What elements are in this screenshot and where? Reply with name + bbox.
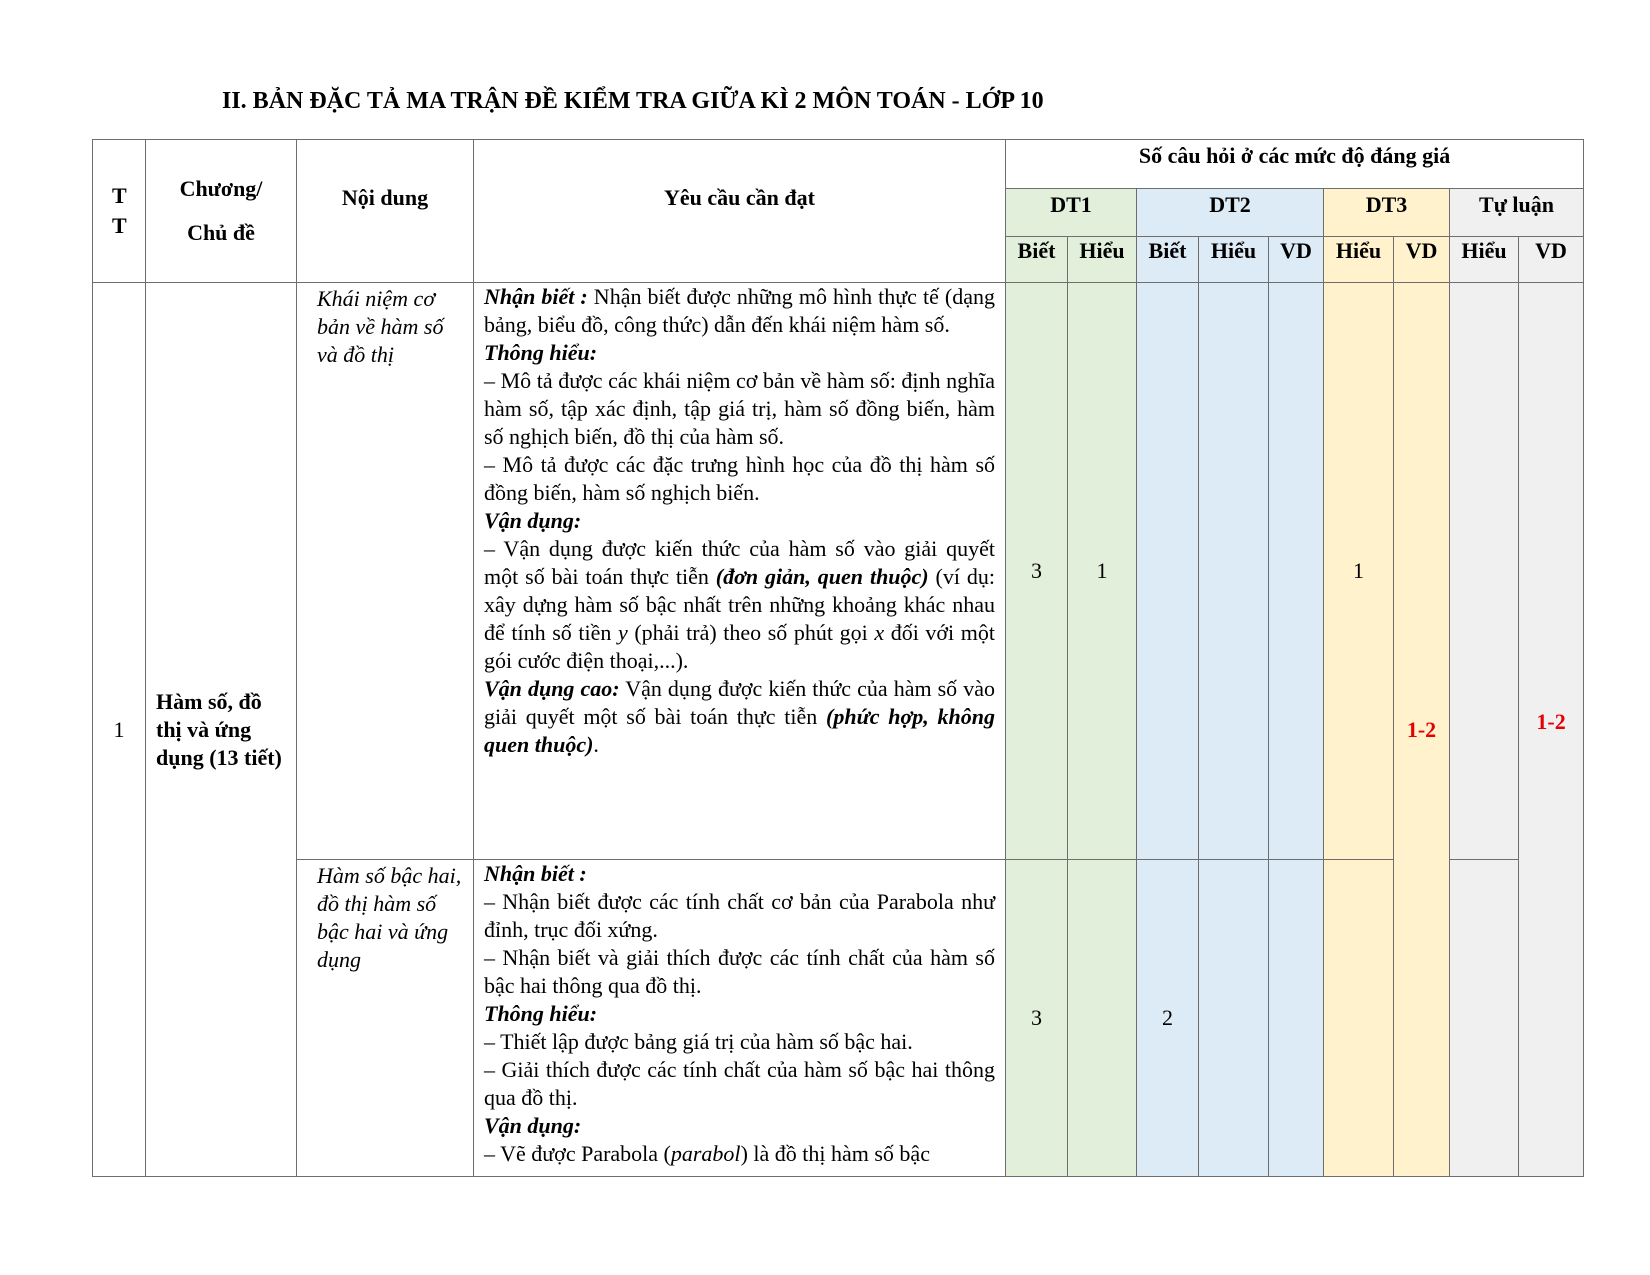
sub-dt3-hieu: Hiểu xyxy=(1323,236,1394,283)
count-dt3-vd: 1-2 xyxy=(1393,282,1450,1177)
requirement-text: – Nhận biết và giải thích được các tính … xyxy=(484,945,995,998)
requirement-paragraph: – Giải thích được các tính chất của hàm … xyxy=(484,1056,995,1112)
header-group-dt3: DT3 xyxy=(1323,188,1450,237)
header-group-dt1: DT1 xyxy=(1005,188,1137,237)
requirement-paragraph: Nhận biết : Nhận biết được những mô hình… xyxy=(484,284,995,340)
requirement-paragraph: Thông hiểu: xyxy=(484,339,995,367)
header-chapter-line2: Chủ đề xyxy=(187,220,255,245)
requirement-text: – Nhận biết được các tính chất cơ bản củ… xyxy=(484,889,995,942)
header-levels: Số câu hỏi ở các mức độ đáng giá xyxy=(1004,139,1585,189)
requirement-text: – Vẽ được Parabola ( xyxy=(484,1141,671,1166)
count-tl-hieu xyxy=(1449,859,1519,1177)
requirement-text: – Mô tả được các khái niệm cơ bản về hàm… xyxy=(484,368,995,449)
count-tl-hieu xyxy=(1449,282,1519,860)
requirement-level-label: Nhận biết : xyxy=(484,284,588,309)
sub-dt1-hieu: Hiểu xyxy=(1067,236,1137,283)
header-row-1: T T Chương/Chủ đề Nội dung Yêu cầu cần đ… xyxy=(92,139,1585,283)
requirement-level-label: (đơn giản, quen thuộc) xyxy=(715,564,929,589)
requirement-level-label: Vận dụng: xyxy=(484,1113,582,1138)
count-dt1-hieu: 1 xyxy=(1067,282,1137,860)
requirement-text: ) là đồ thị hàm số bậc xyxy=(740,1141,930,1166)
header-tt-label: T T xyxy=(112,183,127,238)
requirement-paragraph: – Thiết lập được bảng giá trị của hàm số… xyxy=(484,1028,995,1056)
count-dt2-biet: 2 xyxy=(1136,859,1199,1177)
requirement-text: – Giải thích được các tính chất của hàm … xyxy=(484,1057,995,1110)
requirement-level-label: Vận dụng cao: xyxy=(484,676,620,701)
count-dt2-vd xyxy=(1268,282,1324,860)
requirement-paragraph: – Mô tả được các đặc trưng hình học của … xyxy=(484,451,995,507)
requirement-text: đối với một gói cước điện thoại,...). xyxy=(484,620,995,673)
row-content: Khái niệm cơ bản về hàm số và đồ thị xyxy=(296,282,474,860)
row-tt: 1 xyxy=(92,282,146,1177)
requirement-paragraph: Nhận biết : xyxy=(484,861,995,889)
requirement-paragraph: – Vẽ được Parabola (parabol) là đồ thị h… xyxy=(484,1140,995,1168)
sub-dt2-hieu: Hiểu xyxy=(1198,236,1269,283)
count-dt1-biet: 3 xyxy=(1005,282,1068,860)
requirement-paragraph: Thông hiểu: xyxy=(484,1000,995,1028)
sub-dt3-vd: VD xyxy=(1393,236,1450,283)
header-chapter: Chương/Chủ đề xyxy=(145,139,297,283)
header-row-2: DT1 DT2 DT3 Tự luận xyxy=(93,188,1585,237)
requirement-level-label: Nhận biết : xyxy=(484,861,587,886)
sub-tl-vd: VD xyxy=(1517,236,1585,283)
row-requirement: Nhận biết : Nhận biết được những mô hình… xyxy=(473,282,1006,860)
count-dt2-hieu xyxy=(1198,859,1269,1177)
requirement-level-label: Thông hiểu: xyxy=(484,340,598,365)
requirement-text: – Mô tả được các đặc trưng hình học của … xyxy=(484,452,995,505)
requirement-paragraph: Vận dụng: xyxy=(484,507,995,535)
requirement-paragraph: Vận dụng cao: Vận dụng được kiến thức củ… xyxy=(484,675,995,759)
count-dt2-biet xyxy=(1136,282,1199,860)
row-requirement: Nhận biết : – Nhận biết được các tính chấ… xyxy=(473,859,1006,1177)
requirement-text: – Thiết lập được bảng giá trị của hàm số… xyxy=(484,1029,913,1054)
count-dt3-hieu xyxy=(1323,859,1394,1177)
requirement-text: Vận dụng được kiến thức của hàm số vào g… xyxy=(484,676,995,729)
header-group-dt2: DT2 xyxy=(1136,188,1324,237)
sub-tl-hieu: Hiểu xyxy=(1449,236,1519,283)
table-row: Hàm số bậc hai, đồ thị hàm số bậc hai và… xyxy=(93,859,1584,1177)
requirement-level-label: Vận dụng: xyxy=(484,508,582,533)
requirement-text: Nhận biết được những mô hình thực tế (dạ… xyxy=(484,284,995,337)
table-row: 1 Hàm số, đồ thị và ứng dụng (13 tiết) K… xyxy=(92,282,1585,1177)
requirement-paragraph: – Mô tả được các khái niệm cơ bản về hàm… xyxy=(484,367,995,451)
requirement-level-label: Thông hiểu: xyxy=(484,1001,598,1026)
sub-dt2-biet: Biết xyxy=(1136,236,1199,283)
spec-matrix-table: T T Chương/Chủ đề Nội dung Yêu cầu cần đ… xyxy=(92,139,1585,1177)
header-group-tu-luan: Tự luận xyxy=(1448,188,1585,237)
count-tl-vd: 1-2 xyxy=(1517,282,1585,1177)
row-content: Hàm số bậc hai, đồ thị hàm số bậc hai và… xyxy=(296,859,474,1177)
count-dt3-hieu: 1 xyxy=(1323,282,1394,860)
header-chapter-line1: Chương/ xyxy=(179,176,263,201)
row-chapter: Hàm số, đồ thị và ứng dụng (13 tiết) xyxy=(145,282,297,1177)
header-content: Nội dung xyxy=(296,139,474,283)
count-dt1-hieu xyxy=(1067,859,1137,1177)
requirement-paragraph: – Vận dụng được kiến thức của hàm số vào… xyxy=(484,535,995,675)
header-requirement: Yêu cầu cần đạt xyxy=(473,139,1006,283)
requirement-paragraph: – Nhận biết được các tính chất cơ bản củ… xyxy=(484,888,995,944)
requirement-text: . xyxy=(593,732,599,757)
requirement-paragraph: Vận dụng: xyxy=(484,1112,995,1140)
requirement-text: y xyxy=(617,620,628,645)
requirement-text: (ví dụ: xây dựng hàm số bậc nhất trên nh… xyxy=(484,564,995,645)
header-row-3: Biết Hiểu Biết Hiểu VD Hiểu VD Hiểu VD xyxy=(93,236,1585,283)
requirement-level-label: (phức hợp, không quen thuộc) xyxy=(484,704,995,757)
count-dt2-hieu xyxy=(1198,282,1269,860)
sub-dt1-biet: Biết xyxy=(1005,236,1068,283)
count-dt1-biet: 3 xyxy=(1005,859,1068,1177)
count-dt2-vd xyxy=(1268,859,1324,1177)
requirement-text: x xyxy=(874,620,885,645)
requirement-text: – Vận dụng được kiến thức của hàm số vào… xyxy=(484,536,995,589)
header-tt: T T xyxy=(92,139,146,283)
requirement-paragraph: – Nhận biết và giải thích được các tính … xyxy=(484,944,995,1000)
requirement-text: (phải trả) theo số phút gọi xyxy=(627,620,875,645)
sub-dt2-vd: VD xyxy=(1268,236,1324,283)
requirement-text: parabol xyxy=(670,1141,741,1166)
page-title: II. BẢN ĐẶC TẢ MA TRẬN ĐỀ KIỂM TRA GIỮA … xyxy=(222,88,1044,114)
